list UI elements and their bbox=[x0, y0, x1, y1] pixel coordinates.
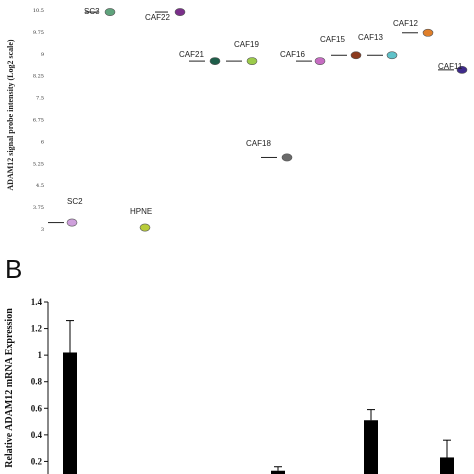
point-caf22 bbox=[174, 8, 186, 16]
panel-a-y-tick-label: 8.25 bbox=[33, 74, 44, 80]
panel-a-y-tick-label: 9.75 bbox=[33, 30, 44, 36]
point-sc3 bbox=[104, 8, 116, 16]
panel-b-y-tick-label: 1.4 bbox=[31, 297, 43, 307]
point-caf11 bbox=[456, 65, 468, 74]
point-label-caf15: CAF15 bbox=[320, 35, 345, 44]
point-caf21 bbox=[209, 57, 221, 65]
point-caf15 bbox=[350, 51, 362, 60]
panel-a-y-tick-label: 3.75 bbox=[33, 205, 44, 211]
panel-a-y-axis-label: ADAM12 signal probe intensity (Log2 scal… bbox=[6, 39, 15, 191]
point-caf19 bbox=[246, 57, 258, 65]
point-label-hpne: HPNE bbox=[130, 207, 152, 216]
point-label-caf18: CAF18 bbox=[246, 139, 271, 148]
panel-a-y-tick-label: 10.5 bbox=[33, 8, 44, 14]
panel-b-y-tick-label: 1.2 bbox=[31, 324, 43, 334]
panel-a-y-tick-label: 9 bbox=[41, 52, 44, 58]
panel-b-y-tick-label: 0.4 bbox=[31, 430, 43, 440]
bar bbox=[364, 420, 378, 474]
point-label-caf22: CAF22 bbox=[145, 13, 170, 22]
panel-a-y-tick-label: 6 bbox=[41, 139, 44, 145]
panel-b-y-tick-label: 0.8 bbox=[31, 377, 43, 387]
panel-a-y-tick-label: 7.5 bbox=[36, 96, 44, 102]
bar bbox=[271, 470, 285, 474]
point-label-caf19: CAF19 bbox=[234, 40, 259, 49]
panel-b-label: B bbox=[5, 254, 22, 284]
point-label-sc3: SC3 bbox=[84, 7, 100, 16]
point-sc2 bbox=[66, 218, 78, 227]
panel-a-y-tick-label: 4.5 bbox=[36, 183, 44, 189]
point-caf16 bbox=[314, 57, 326, 65]
point-hpne bbox=[139, 223, 151, 232]
point-label-caf21: CAF21 bbox=[179, 50, 204, 59]
panel-a-y-tick-label: 3 bbox=[41, 227, 44, 233]
point-label-caf12: CAF12 bbox=[393, 19, 418, 28]
point-label-caf11: CAF11 bbox=[438, 62, 463, 71]
bar bbox=[440, 457, 454, 474]
point-caf13 bbox=[386, 51, 398, 60]
point-label-caf16: CAF16 bbox=[280, 50, 305, 59]
panel-a-scatter: ADAM12 signal probe intensity (Log2 scal… bbox=[6, 7, 468, 233]
bar bbox=[63, 352, 77, 474]
panel-b-y-tick-label: 0.6 bbox=[31, 403, 43, 413]
panel-b-y-tick-label: 0.2 bbox=[31, 456, 43, 466]
panel-a-y-tick-label: 6.75 bbox=[33, 118, 44, 124]
point-caf12 bbox=[422, 28, 434, 37]
panel-a-y-tick-label: 5.25 bbox=[33, 161, 44, 167]
point-caf18 bbox=[281, 153, 293, 162]
panel-b-y-tick-label: 1 bbox=[38, 350, 43, 360]
panel-b-bar: B Relative ADAM12 mRNA Expression 1.4 1.2… bbox=[4, 254, 454, 474]
panel-b-y-axis-label: Relative ADAM12 mRNA Expression bbox=[4, 308, 15, 468]
point-label-sc2: SC2 bbox=[67, 197, 83, 206]
point-label-caf13: CAF13 bbox=[358, 33, 383, 42]
